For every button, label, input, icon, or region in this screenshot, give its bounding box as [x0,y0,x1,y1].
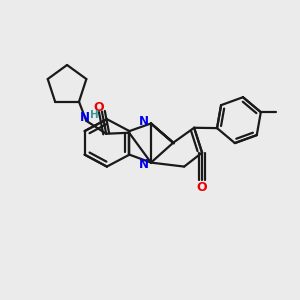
Text: N: N [80,111,90,124]
Text: N: N [139,158,148,171]
Text: H: H [90,110,99,120]
Text: N: N [139,115,148,128]
Text: O: O [197,181,207,194]
Text: O: O [94,101,104,114]
